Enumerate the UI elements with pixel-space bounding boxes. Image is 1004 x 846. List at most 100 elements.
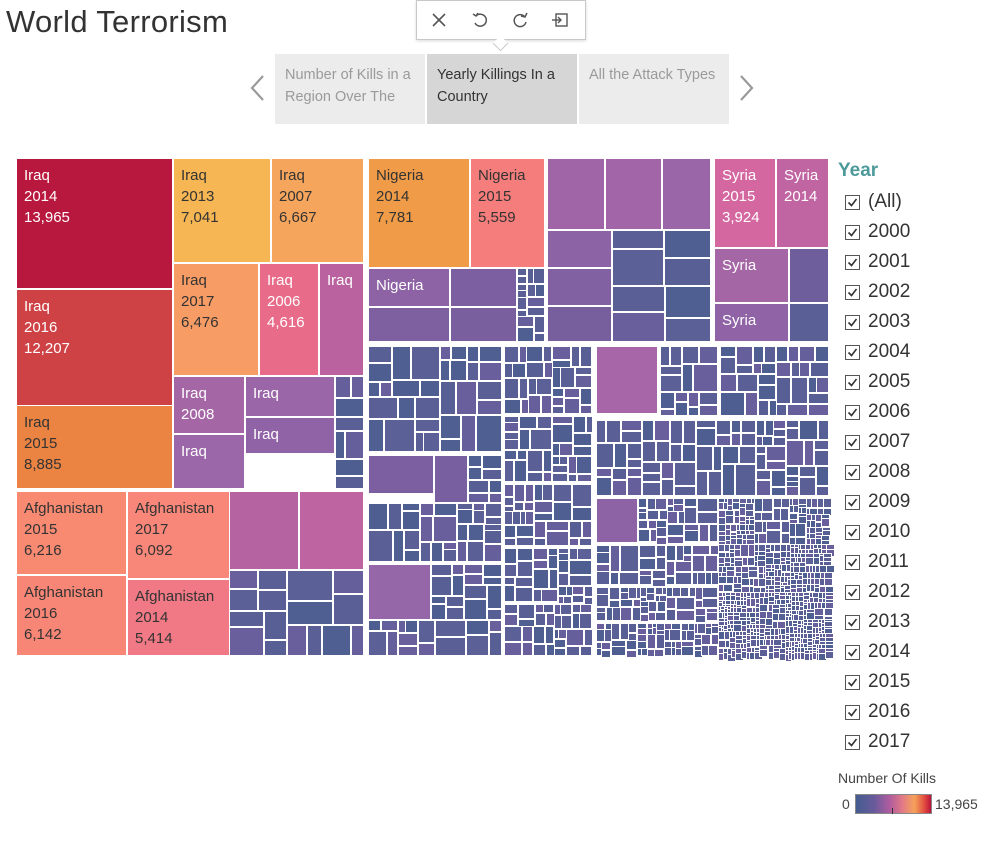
treemap-cell[interactable] [702,598,718,608]
treemap-cell[interactable] [258,570,287,590]
checkbox-checked-icon[interactable] [845,584,860,600]
treemap-cell[interactable] [522,626,533,642]
treemap-cell[interactable] [504,484,514,497]
treemap-cell[interactable] [699,346,718,364]
treemap-cell[interactable] [764,346,776,363]
treemap-cell[interactable] [533,560,548,569]
treemap-cell[interactable] [626,640,637,650]
treemap-cell[interactable] [558,573,569,586]
treemap-cell[interactable] [642,462,661,473]
treemap-cell[interactable]: Nigeria 2014 7,781 [368,158,470,268]
treemap-cell[interactable] [670,420,683,444]
treemap-cell[interactable] [335,476,364,489]
treemap-cell[interactable] [456,381,477,415]
checkbox-checked-icon[interactable] [845,644,860,660]
treemap-cell[interactable] [333,594,364,625]
treemap-cell[interactable] [720,392,745,418]
treemap-cell[interactable] [665,318,711,342]
treemap-cell[interactable] [287,570,333,601]
treemap-cell[interactable] [675,561,692,572]
treemap-cell[interactable] [526,362,544,378]
treemap-cell[interactable] [766,521,781,530]
treemap-cell[interactable] [333,570,364,594]
treemap-cell[interactable] [368,455,434,494]
treemap-cell[interactable] [504,564,517,577]
treemap-cell[interactable] [596,420,606,443]
treemap-cell[interactable] [552,397,564,406]
treemap-cell[interactable] [420,503,434,516]
treemap-cell[interactable] [786,428,799,440]
treemap-cell[interactable] [647,634,656,649]
treemap-cell[interactable] [627,459,642,468]
treemap-cell[interactable] [666,609,676,621]
treemap-cell[interactable] [716,435,731,446]
treemap-cell[interactable]: Iraq [245,417,335,454]
treemap-cell[interactable] [543,346,552,362]
treemap-cell[interactable] [627,468,642,477]
treemap-cell[interactable]: Afghanistan 2017 6,092 [127,491,230,579]
treemap-cell[interactable] [701,634,711,645]
treemap-cell[interactable] [440,415,461,439]
checkbox-checked-icon[interactable] [845,314,860,330]
treemap-cell[interactable] [446,607,464,620]
treemap-cell[interactable] [418,620,435,643]
treemap-cell[interactable] [610,545,620,572]
treemap-cell[interactable] [696,446,713,471]
treemap-cell[interactable] [692,555,705,572]
treemap-cell[interactable] [368,397,398,419]
treemap-cell[interactable] [467,362,479,381]
treemap-cell[interactable] [627,443,642,459]
treemap-cell[interactable] [669,629,681,641]
treemap-cell[interactable] [705,555,718,572]
treemap-cell[interactable] [627,477,642,496]
treemap-cell[interactable] [405,620,418,633]
treemap-cell[interactable] [612,230,664,249]
treemap-cell[interactable] [431,604,446,620]
treemap-cell[interactable] [579,538,592,546]
treemap-cell[interactable] [552,424,573,443]
exit-icon[interactable] [547,7,573,33]
treemap-cell[interactable] [525,511,534,525]
treemap-cell[interactable] [661,462,674,479]
treemap-cell[interactable] [398,397,415,419]
treemap-cell[interactable] [552,416,573,424]
treemap-cell[interactable] [737,374,758,392]
treemap-cell[interactable] [335,417,364,431]
treemap-cell[interactable] [446,596,464,607]
year-filter-option[interactable]: 2010 [845,519,910,545]
treemap-cell[interactable] [816,377,829,393]
year-filter-option[interactable]: 2015 [845,669,910,695]
treemap-cell[interactable] [683,420,696,444]
treemap-cell[interactable] [621,431,642,443]
treemap-cell[interactable] [466,620,489,635]
treemap-cell[interactable] [708,471,722,496]
treemap-cell[interactable] [487,609,502,620]
year-filter-option[interactable]: 2013 [845,609,910,635]
checkbox-checked-icon[interactable] [845,194,860,210]
treemap-cell[interactable] [795,523,806,537]
treemap-cell[interactable] [504,538,516,546]
treemap-cell[interactable] [229,491,299,570]
treemap-cell[interactable] [485,503,502,517]
treemap-cell[interactable] [756,480,771,496]
treemap-cell[interactable] [398,633,418,646]
treemap-cell[interactable] [457,541,467,562]
treemap-cell[interactable] [652,579,666,587]
treemap-cell[interactable] [665,286,711,318]
treemap-cell[interactable] [504,439,519,450]
treemap-cell[interactable] [688,407,699,418]
treemap-cell[interactable] [420,516,433,542]
treemap-cell[interactable] [264,611,287,640]
treemap-cell[interactable] [639,575,652,585]
treemap-cell[interactable] [452,575,464,596]
treemap-cell[interactable] [569,575,592,586]
treemap-cell[interactable] [479,346,502,362]
treemap-cell[interactable] [564,388,580,398]
treemap-cell[interactable] [808,404,829,418]
treemap-cell[interactable] [443,549,457,562]
treemap-cell[interactable]: Iraq 2016 12,207 [16,289,173,406]
treemap-cell[interactable] [533,644,546,656]
treemap-cell[interactable] [322,625,351,656]
treemap-cell[interactable] [541,589,558,602]
treemap-cell[interactable] [479,362,502,381]
